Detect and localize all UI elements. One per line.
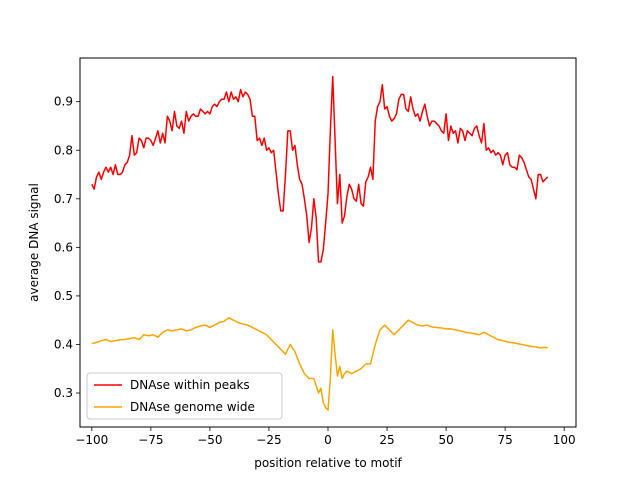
legend-box [86, 372, 283, 420]
y-tick-label: 0.9 [54, 95, 73, 109]
y-axis-ticks: 0.3 0.4 0.5 0.6 0.7 0.8 0.9 [54, 95, 80, 400]
legend-label-2: DNAse genome wide [130, 400, 255, 414]
y-tick-label: 0.6 [54, 240, 73, 254]
x-tick-label: 100 [553, 433, 576, 447]
legend-label-1: DNAse within peaks [130, 378, 250, 392]
y-tick-label: 0.7 [54, 192, 73, 206]
y-tick-label: 0.3 [54, 386, 73, 400]
x-tick-label: 0 [324, 433, 332, 447]
y-tick-label: 0.8 [54, 143, 73, 157]
plot-frame [79, 57, 577, 428]
y-tick-label: 0.5 [54, 289, 73, 303]
legend: DNAse within peaks DNAse genome wide [86, 372, 283, 420]
x-tick-label: 75 [498, 433, 513, 447]
x-axis-ticks: −100 −75 −50 −25 0 25 50 75 100 [75, 427, 576, 447]
y-tick-label: 0.4 [54, 337, 73, 351]
x-tick-label: −25 [256, 433, 281, 447]
x-tick-label: −100 [75, 433, 108, 447]
series-layer [91, 75, 549, 411]
x-tick-label: 50 [438, 433, 453, 447]
series-line-1 [91, 75, 549, 263]
x-tick-label: 25 [379, 433, 394, 447]
series-line-2 [91, 317, 548, 411]
x-tick-label: −75 [138, 433, 163, 447]
y-axis-label: average DNA signal [27, 183, 41, 302]
x-tick-label: −50 [197, 433, 222, 447]
x-axis-label: position relative to motif [254, 456, 402, 470]
